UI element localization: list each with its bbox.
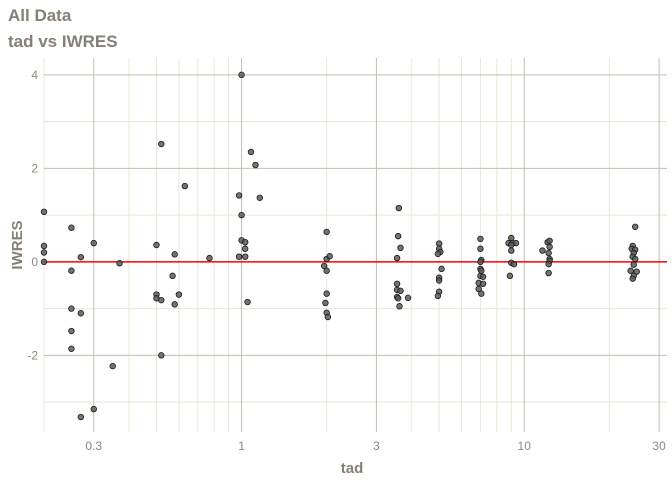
x-tick-label: 30	[652, 439, 666, 453]
x-tick-label: 3	[373, 439, 380, 453]
data-point	[40, 242, 48, 250]
data-point	[68, 305, 75, 312]
x-tick-label: 0.3	[85, 439, 102, 453]
data-point	[77, 413, 85, 421]
data-point	[404, 294, 412, 302]
data-point	[323, 267, 330, 274]
x-tick-label: 1	[238, 439, 245, 453]
y-tick-label: 4	[31, 68, 38, 82]
data-point	[322, 299, 329, 307]
data-point	[397, 244, 404, 252]
data-point	[323, 228, 330, 236]
data-point	[434, 250, 442, 258]
data-point	[40, 258, 48, 266]
data-point	[478, 267, 485, 274]
data-point	[68, 327, 75, 335]
data-point	[90, 239, 97, 247]
data-point	[252, 161, 259, 169]
data-point	[116, 260, 123, 267]
data-point	[109, 362, 116, 370]
data-point	[630, 261, 637, 268]
data-point	[477, 235, 484, 243]
data-point	[175, 291, 183, 298]
data-point	[256, 194, 263, 201]
data-point	[324, 313, 332, 321]
data-point	[68, 345, 75, 352]
data-point	[77, 253, 85, 261]
data-point	[510, 260, 518, 268]
data-point	[477, 245, 484, 252]
data-point	[206, 254, 213, 262]
data-point	[438, 265, 445, 273]
data-point	[238, 71, 245, 79]
data-point	[241, 245, 249, 252]
chart-title: All Data	[8, 6, 72, 25]
data-point	[153, 241, 160, 249]
data-point	[633, 268, 640, 275]
data-point	[479, 280, 487, 288]
data-point	[546, 243, 553, 251]
data-point	[394, 295, 402, 302]
data-point	[632, 223, 639, 230]
data-point	[40, 208, 48, 216]
data-point	[435, 277, 443, 284]
data-point	[77, 310, 85, 317]
y-tick-label: 0	[31, 255, 38, 269]
data-point	[545, 260, 552, 268]
data-point	[508, 234, 515, 242]
data-point	[393, 254, 401, 262]
data-point	[247, 148, 255, 156]
data-point	[181, 182, 189, 190]
data-point	[238, 211, 245, 219]
data-point	[508, 247, 515, 254]
y-tick-label: -2	[27, 348, 38, 362]
data-point	[40, 249, 48, 256]
tick-labels: 0.3 1 3 10 30 -2 0 2 4	[27, 68, 666, 453]
data-point	[169, 272, 176, 280]
chart-subtitle: tad vs IWRES	[8, 32, 118, 51]
data-point	[434, 292, 442, 300]
data-point	[235, 253, 243, 260]
data-point	[158, 352, 165, 359]
data-point	[629, 275, 636, 282]
y-tick-label: 2	[31, 161, 38, 175]
data-point	[545, 269, 552, 277]
data-point	[632, 255, 639, 263]
points	[40, 71, 640, 421]
data-point	[68, 224, 75, 231]
data-point	[90, 405, 97, 413]
data-point	[68, 267, 75, 274]
data-point	[396, 303, 403, 310]
data-point	[158, 140, 165, 148]
data-point	[479, 273, 487, 280]
data-point	[397, 287, 404, 295]
data-point	[546, 237, 553, 244]
data-point	[627, 267, 634, 274]
data-point	[241, 238, 249, 246]
data-point	[241, 253, 249, 260]
data-point	[395, 204, 403, 212]
data-point	[171, 251, 178, 258]
data-point	[508, 241, 515, 249]
data-point	[244, 298, 251, 306]
data-point	[158, 296, 165, 304]
y-axis-label: IWRES	[9, 220, 26, 269]
x-axis-label: tad	[341, 460, 364, 477]
data-point	[394, 232, 402, 240]
data-point	[477, 258, 484, 266]
data-point	[323, 290, 330, 297]
data-point	[545, 249, 552, 257]
data-point	[393, 280, 401, 288]
x-tick-label: 10	[518, 439, 532, 453]
grid	[43, 58, 667, 432]
data-point	[506, 272, 514, 280]
data-point	[235, 192, 243, 199]
data-point	[478, 290, 485, 297]
data-point	[475, 285, 482, 293]
data-point	[539, 247, 546, 254]
data-point	[171, 301, 178, 308]
data-point	[326, 253, 333, 260]
